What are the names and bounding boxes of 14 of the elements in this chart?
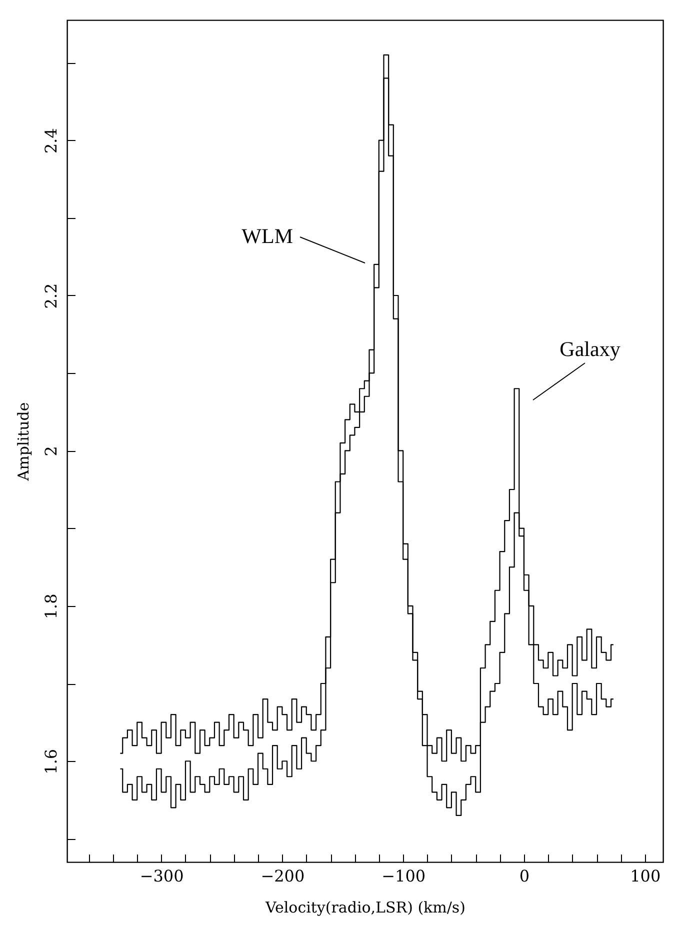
y-tick-label: 1.6 bbox=[42, 748, 60, 774]
y-tick-label: 2.2 bbox=[42, 283, 60, 309]
y-tick-label: 2.4 bbox=[42, 128, 60, 154]
x-tick-label: 0 bbox=[519, 866, 530, 886]
y-tick-label: 1.8 bbox=[42, 594, 60, 620]
x-tick-label: −300 bbox=[140, 866, 184, 886]
annotation: Galaxy bbox=[560, 337, 621, 361]
x-tick-label: 100 bbox=[630, 866, 661, 886]
x-tick-label: −200 bbox=[260, 866, 305, 886]
x-axis-title: Velocity(radio,LSR) (km/s) bbox=[264, 898, 466, 916]
x-tick-label: −100 bbox=[382, 866, 426, 886]
y-tick-label: 2 bbox=[42, 446, 60, 456]
y-axis-title: Amplitude bbox=[14, 402, 32, 482]
annotation: WLM bbox=[242, 224, 294, 248]
